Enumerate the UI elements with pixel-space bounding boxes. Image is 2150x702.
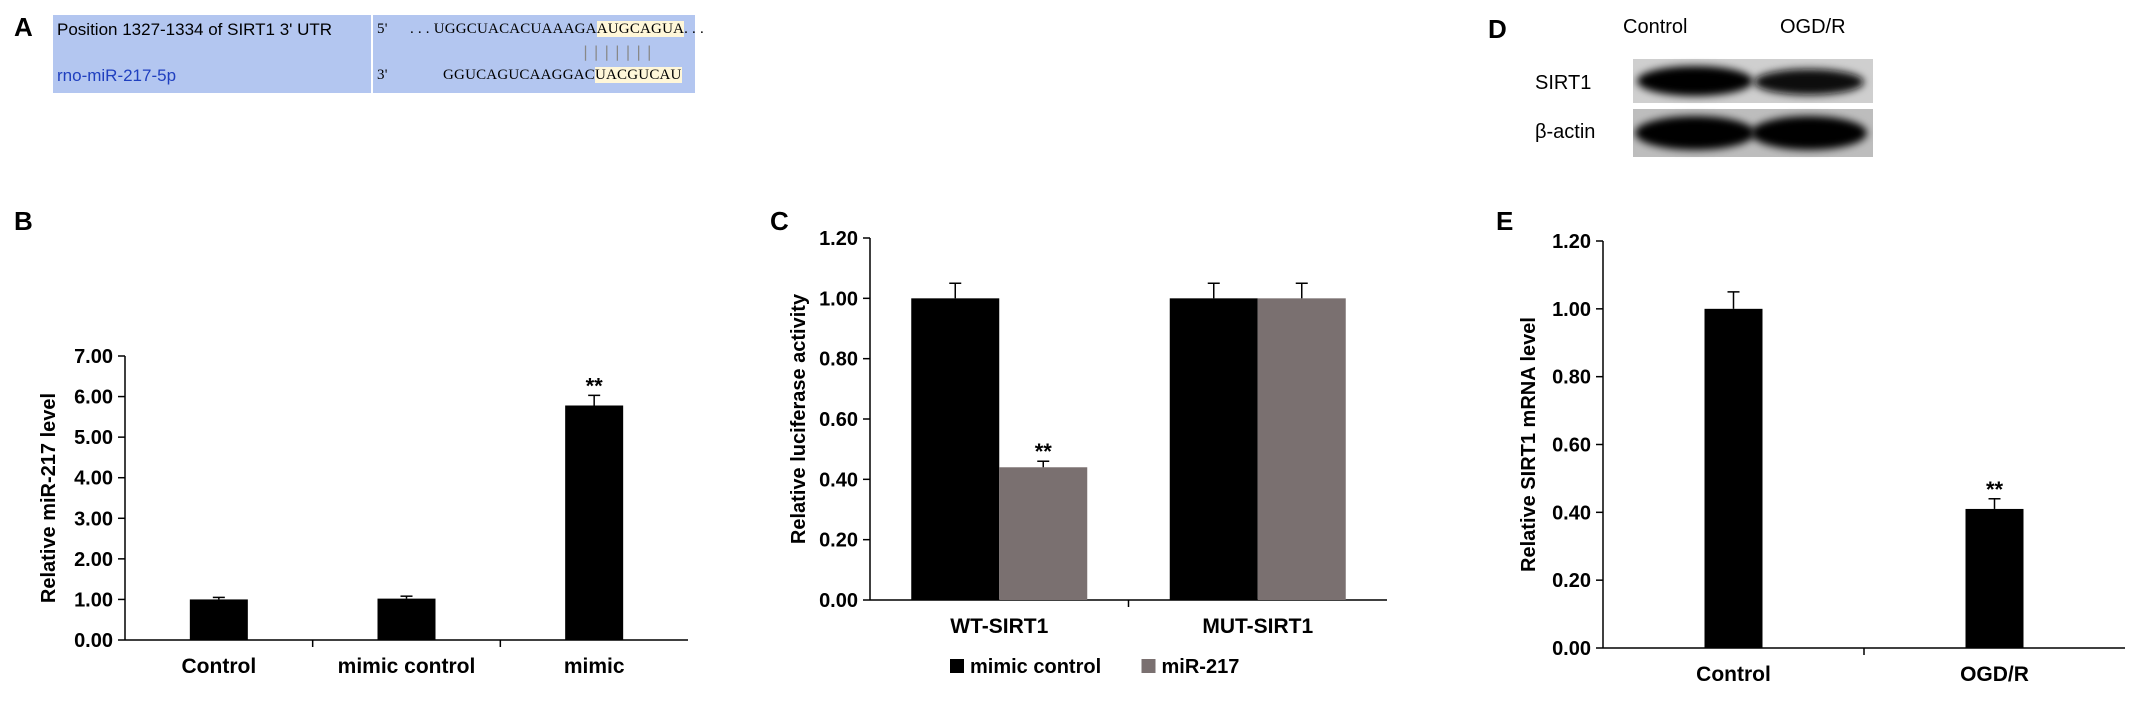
band-actin-ogdr xyxy=(1751,116,1867,150)
chart-b-mir217-level: 0.00 1.00 2.00 3.00 4.00 5.00 6.00 7.00 Relative… xyxy=(38,346,688,678)
bar xyxy=(565,405,624,640)
x-tick-label: MUT-SIRT1 xyxy=(1202,615,1313,638)
panel-letter-b: B xyxy=(14,206,33,236)
y-tick-label: 0.20 xyxy=(1552,570,1591,592)
y-tick-label: 0.80 xyxy=(819,349,858,371)
y-tick-label: 7.00 xyxy=(74,346,113,368)
band-sirt1-ogdr xyxy=(1754,69,1864,95)
utr-sequence-plain: . . . UGGCUACACUAAAGA xyxy=(410,21,597,37)
utr-sequence: . . . UGGCUACACUAAAGAAUGCAGUA. . . xyxy=(410,21,704,38)
y-tick-label: 1.00 xyxy=(819,288,858,310)
bar xyxy=(1169,298,1258,600)
chart-c-luciferase-activity: 0.00 0.20 0.40 0.60 0.80 1.00 1.20 Relative luc… xyxy=(788,228,1387,678)
y-axis-label: Relative miR-217 level xyxy=(38,393,60,603)
y-tick-label: 1.00 xyxy=(1552,299,1591,321)
bar xyxy=(189,599,248,640)
significance-marker: ** xyxy=(1986,477,2004,502)
legend-label: miR-217 xyxy=(1162,656,1240,678)
y-axis-label: Relative luciferase activity xyxy=(788,293,810,544)
sequence-label-box xyxy=(53,15,371,93)
panel-letter-c: C xyxy=(770,206,789,236)
utr-seed-match: AUGCAGUA xyxy=(596,21,685,37)
x-tick-label: WT-SIRT1 xyxy=(950,615,1048,638)
mirna-seed: UACGUCAU xyxy=(594,67,682,83)
chart-e-sirt1-mrna-level: 0.00 0.20 0.40 0.60 0.80 1.00 1.20 Relative SIR… xyxy=(1518,231,2125,686)
y-tick-label: 0.60 xyxy=(1552,435,1591,457)
bar xyxy=(1257,298,1346,600)
y-tick-label: 3.00 xyxy=(74,508,113,530)
y-tick-label: 0.40 xyxy=(819,469,858,491)
y-tick-label: 0.40 xyxy=(1552,502,1591,524)
y-tick-label: 0.00 xyxy=(1552,638,1591,660)
panel-letter-e: E xyxy=(1496,206,1514,236)
y-tick-label: 6.00 xyxy=(74,387,113,409)
bar xyxy=(1965,508,2024,648)
significance-marker: ** xyxy=(586,373,604,398)
utr-five-prime-marker: 5' xyxy=(377,21,388,37)
y-tick-label: 5.00 xyxy=(74,427,113,449)
x-tick-label: Control xyxy=(1696,663,1771,686)
x-tick-label: mimic control xyxy=(338,655,476,678)
western-blot-image xyxy=(1633,59,1873,157)
x-tick-label: OGD/R xyxy=(1960,663,2029,686)
y-tick-label: 4.00 xyxy=(74,468,113,490)
utr-sequence-tail: . . . xyxy=(684,21,704,37)
y-tick-label: 0.80 xyxy=(1552,367,1591,389)
utr-position-label: Position 1327-1334 of SIRT1 3' UTR xyxy=(57,20,333,39)
mirna-sequence-plain: GGUCAGUCAAGGAC xyxy=(443,67,595,83)
x-tick-label: mimic xyxy=(564,655,625,678)
blot-col-label-ogdr: OGD/R xyxy=(1780,16,1846,38)
y-tick-label: 0.20 xyxy=(819,530,858,552)
bar xyxy=(911,298,1000,600)
mirna-sequence: GGUCAGUCAAGGACUACGUCAU xyxy=(443,67,682,84)
bar xyxy=(377,598,436,640)
y-tick-label: 1.20 xyxy=(819,228,858,250)
legend-swatch xyxy=(1141,659,1156,673)
mirna-three-prime-marker: 3' xyxy=(377,67,388,83)
bar xyxy=(1704,308,1763,648)
y-tick-label: 1.00 xyxy=(74,589,113,611)
y-tick-label: 0.60 xyxy=(819,409,858,431)
blot-row-label-sirt1: SIRT1 xyxy=(1535,72,1592,94)
y-tick-label: 0.00 xyxy=(819,590,858,612)
blot-col-label-control: Control xyxy=(1623,16,1688,38)
significance-marker: ** xyxy=(1035,439,1053,464)
y-tick-label: 0.00 xyxy=(74,630,113,652)
band-actin-control xyxy=(1635,116,1755,150)
base-pairing-lines: ||||||| xyxy=(581,43,656,61)
bar xyxy=(999,467,1088,600)
mirna-name-label: rno-miR-217-5p xyxy=(57,66,177,85)
y-tick-label: 2.00 xyxy=(74,549,113,571)
band-sirt1-control xyxy=(1637,66,1753,96)
x-tick-label: Control xyxy=(182,655,257,678)
panel-letter-a: A xyxy=(14,12,33,42)
legend-swatch xyxy=(950,659,964,673)
y-axis-label: Relative SIRT1 mRNA level xyxy=(1518,317,1540,572)
legend-label: mimic control xyxy=(970,656,1101,678)
panel-letter-d: D xyxy=(1488,14,1507,44)
blot-row-label-beta-actin: β-actin xyxy=(1535,121,1596,143)
y-tick-label: 1.20 xyxy=(1552,231,1591,253)
